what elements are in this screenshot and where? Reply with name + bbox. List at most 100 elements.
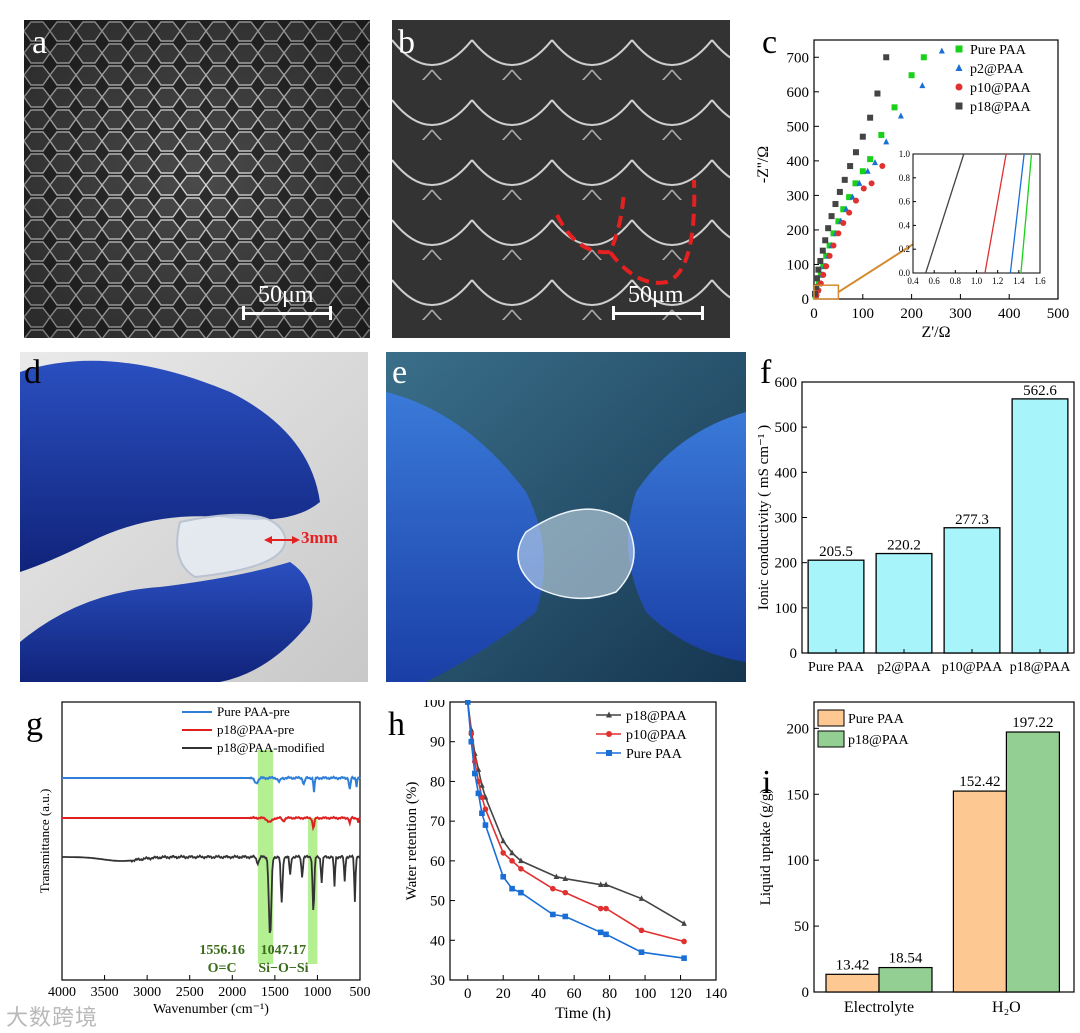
data-point-p2-paa — [856, 179, 863, 186]
x-tick-label: 20 — [496, 986, 511, 1002]
data-point-p18-paa — [819, 247, 826, 254]
x-tick-label: 0 — [464, 986, 472, 1002]
legend-label-pure-paa: Pure PAA — [970, 43, 1027, 58]
y-tick-label: 600 — [775, 375, 798, 391]
bar-value-label: 277.3 — [955, 512, 989, 528]
photo-e: e — [386, 352, 746, 682]
data-point-p10-paa — [840, 220, 847, 227]
arrow-head-left — [264, 536, 272, 544]
x-tick-label: 500 — [350, 985, 371, 1000]
y-tick-label: 70 — [430, 814, 445, 830]
x-tick-label: p2@PAA — [877, 660, 932, 675]
y-tick-label: 150 — [787, 787, 810, 803]
bar-value-label: 152.42 — [959, 774, 1000, 790]
glove-right — [628, 412, 746, 662]
x-tick-label: H₂O — [992, 999, 1021, 1016]
panel-label-e: e — [392, 354, 408, 391]
data-point-p2-paa — [938, 47, 945, 54]
legend-marker-p10-paa — [606, 731, 612, 737]
y-tick-label: 100 — [787, 853, 810, 869]
data-point-p10-paa — [826, 252, 833, 259]
data-point-pure-paa — [479, 810, 485, 816]
x-tick-label: 1500 — [261, 985, 289, 1000]
data-point-p10-paa — [681, 938, 687, 945]
x-tick-label: 80 — [602, 986, 617, 1002]
data-point-p18-paa — [597, 881, 604, 887]
y-tick-label: 700 — [787, 50, 810, 66]
spectrum-p18-paa-modified — [62, 854, 361, 934]
data-point-p18-paa — [509, 849, 515, 856]
data-point-pure-paa — [823, 252, 830, 259]
peak-bond-1: O=C — [208, 961, 237, 976]
data-point-pure-paa — [597, 929, 604, 936]
bar-p18-paa — [1011, 398, 1069, 654]
data-point-p2-paa — [897, 112, 904, 119]
data-point-p18-paa — [518, 857, 524, 864]
data-point-pure-paa — [830, 230, 837, 237]
data-point-p18-paa — [867, 114, 874, 121]
data-point-p10-paa — [500, 850, 506, 856]
inset-x-tick-label: 1.6 — [1034, 276, 1046, 286]
legend-marker-p18-paa — [606, 711, 612, 718]
x-tick-label: Pure PAA — [808, 660, 865, 675]
data-point-p18-paa — [825, 225, 832, 232]
photo-d-drawing — [20, 352, 368, 682]
bar-value-label: 13.42 — [836, 957, 870, 973]
y-tick-label: 40 — [430, 933, 445, 949]
data-point-pure-paa — [852, 180, 859, 187]
y-tick-label: 200 — [775, 556, 798, 572]
x-tick-label: p10@PAA — [942, 660, 1004, 675]
spectrum-p18-paa-pre — [62, 815, 361, 832]
red-dashed-outline-1 — [555, 189, 626, 255]
data-point-pure-paa — [550, 911, 556, 918]
watermark: 大数跨境 — [6, 1006, 99, 1031]
bar-value-label: 18.54 — [889, 951, 923, 967]
inset-y-tick-label: 0.2 — [899, 244, 910, 254]
data-point-p18-paa — [836, 188, 843, 195]
data-point-p10-paa — [835, 230, 842, 237]
legend-label-p18-paa: p18@PAA — [626, 709, 688, 724]
data-point-p10-paa — [846, 209, 853, 216]
y-tick-label: 100 — [775, 601, 798, 617]
inset-y-tick-label: 0.6 — [899, 197, 911, 207]
data-point-p18-paa — [500, 837, 506, 844]
x-tick-label: 500 — [1047, 306, 1070, 322]
red-dashed-outline-2 — [608, 179, 697, 285]
scale-bar-a-tick-right — [329, 306, 332, 320]
data-point-pure-paa — [891, 104, 898, 111]
panel-label-h: h — [388, 706, 405, 743]
data-point-p10-paa — [830, 242, 837, 249]
plot-frame — [61, 701, 361, 981]
panel-label-b: b — [398, 24, 415, 61]
y-tick-label: 400 — [787, 154, 810, 170]
data-point-p18-paa — [479, 782, 485, 788]
y-tick-label: 100 — [423, 700, 446, 711]
data-point-pure-paa — [878, 131, 885, 138]
y-axis-label: Liquid uptake (g/g) — [758, 789, 774, 906]
bar-electrolyte-pure-paa — [825, 973, 880, 993]
legend-label-p18-paa-modified: p18@PAA-modified — [217, 740, 325, 755]
x-axis-label: Wavenumber (cm⁻¹) — [153, 1002, 269, 1017]
inset-y-tick-label: 0.8 — [899, 173, 911, 183]
y-tick-label: 80 — [430, 774, 445, 790]
data-point-pure-paa — [826, 242, 833, 249]
spectrum-pure-paa-pre — [62, 775, 361, 793]
data-point-p10-paa — [518, 866, 524, 872]
bar-p2-paa — [875, 552, 933, 654]
data-point-p18-paa — [822, 237, 829, 244]
ionic-conductivity-chart: 0 100 200 300 400 500 600 Ionic conductivity ( … — [756, 375, 1075, 675]
data-point-p18-paa — [681, 920, 687, 926]
legend-label-p18-paa: p18@PAA — [970, 100, 1032, 115]
y-tick-label: 500 — [787, 119, 810, 135]
data-point-p10-paa — [860, 185, 867, 192]
data-point-pure-paa — [859, 168, 866, 175]
panel-label-g: g — [26, 706, 43, 743]
inset-x-tick-label: 0.4 — [907, 276, 919, 286]
data-point-pure-paa — [482, 822, 489, 828]
x-tick-label: 2000 — [218, 985, 246, 1000]
inset-line-pure-paa — [1020, 153, 1033, 274]
arrow-head-right — [292, 536, 300, 544]
scale-bar-b-tick-right — [701, 306, 704, 320]
data-point-pure-paa — [464, 700, 471, 705]
y-tick-label: 50 — [794, 919, 809, 935]
